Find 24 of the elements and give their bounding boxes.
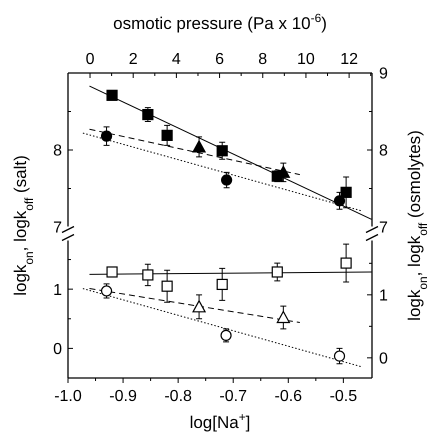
x2-tick-label: 6 — [215, 51, 224, 68]
y-tick-label: 0 — [53, 340, 62, 358]
y-tick-label: 8 — [53, 142, 62, 160]
x-axis-title: log[Na$^{+}$] — [190, 410, 250, 432]
x-tick-label: -0.7 — [219, 388, 248, 405]
x2-tick-label: 10 — [297, 51, 315, 68]
x2-tick-label: 2 — [128, 51, 138, 68]
x2-tick-label: 4 — [172, 51, 181, 68]
y2-tick-label: 9 — [379, 66, 388, 83]
y-tick-label: 1 — [53, 282, 62, 299]
y2-tick-label: 8 — [379, 142, 388, 160]
x2-tick-label: 8 — [258, 51, 268, 68]
x2-tick-label: 0 — [86, 51, 95, 68]
x-tick-label: -0.5 — [330, 388, 358, 405]
x2-axis-title: osmotic pressure (Pa x 10$^{-6}$) — [113, 11, 327, 33]
y2-tick-label: 7 — [379, 220, 388, 237]
x2-tick-label: 12 — [340, 51, 358, 68]
y2-tick-label: 1 — [379, 287, 388, 304]
x-tick-label: -0.8 — [164, 388, 192, 405]
y-tick-label: 7 — [53, 220, 62, 237]
x-tick-label: -1.0 — [54, 388, 82, 405]
x-tick-label: -0.9 — [109, 388, 137, 405]
x-tick-label: -0.6 — [274, 388, 302, 405]
y2-tick-label: 0 — [379, 350, 388, 368]
